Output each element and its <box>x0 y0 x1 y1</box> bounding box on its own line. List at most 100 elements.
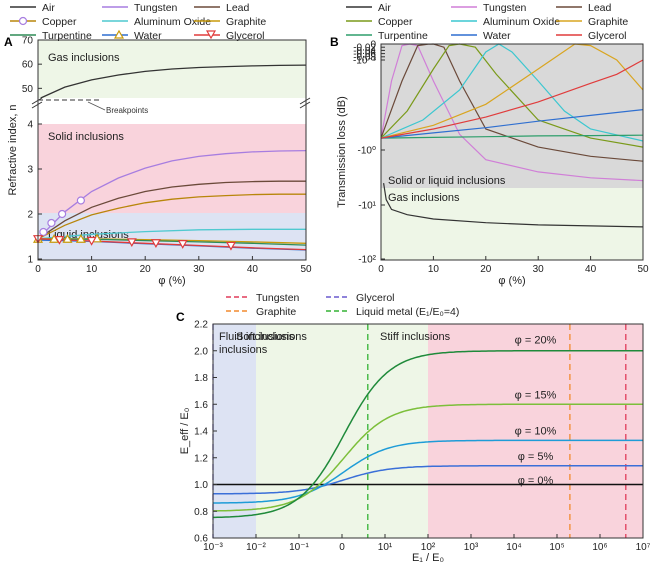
series-b-graphite <box>380 43 644 139</box>
panel-b: B Solid or liquid inclusions Gas inclusi… <box>330 2 649 287</box>
panel-c-legend: Tungsten Graphite Glycerol Liquid metal (E₁… <box>226 292 459 318</box>
x-tick-label-c: 10⁵ <box>549 542 564 553</box>
legend-label-glycerol: Glycerol <box>226 30 265 42</box>
y-tick-label-c: 1.8 <box>194 373 208 384</box>
x-tick-label-c: 10⁻³ <box>203 542 223 553</box>
legend-label-copper: Copper <box>378 16 413 28</box>
y-tick-label-b: -0.06 <box>353 49 376 60</box>
y-tick-label-b: -10⁻³ <box>353 56 377 67</box>
x-tick-label-a: 30 <box>193 264 205 275</box>
legend-marker-tungsten <box>18 16 28 26</box>
region-soft-label: Soft inclusions <box>236 331 307 343</box>
x-tick-label-b: 40 <box>585 264 597 275</box>
legend-label-turpentine: Turpentine <box>42 30 92 42</box>
y-tick-label-c: 2.0 <box>194 346 208 357</box>
panel-a-legend: Air Tungsten Lead Copper Aluminum Oxide Graph… <box>10 2 266 42</box>
y-tick-label-a: 3 <box>27 165 33 176</box>
y-tick-label-c: 1.0 <box>194 480 208 491</box>
series-copper <box>37 193 306 240</box>
panel-c: C inclusions Fluid inclusions Soft inclu… <box>176 292 651 564</box>
series-b-lead <box>380 43 644 162</box>
y-tick-label-b: -0.02 <box>353 43 376 54</box>
region-fluid-word: Fluid inclusions <box>219 331 295 343</box>
x-tick-label-c: 10⁴ <box>506 542 521 553</box>
curve-label-20: φ = 20% <box>515 335 557 347</box>
x-tick-label-b: 50 <box>637 264 649 275</box>
curve-20 <box>213 350 643 519</box>
x-tick-label-a: 10 <box>86 264 98 275</box>
panel-b-xlabel: φ (%) <box>498 275 525 287</box>
curve-label-0: φ = 0% <box>518 475 554 487</box>
panel-b-letter: B <box>330 35 339 49</box>
panel-a-series <box>32 64 307 251</box>
x-tick-label-c: 10² <box>421 542 436 553</box>
panel-c-ylabel: E_eff / E₀ <box>179 408 191 455</box>
curve-5 <box>213 465 643 495</box>
region-soft <box>256 324 428 538</box>
x-tick-label-c: 10⁻² <box>246 542 266 553</box>
legend-label-lead: Lead <box>226 2 250 14</box>
y-tick-label-c: 1.2 <box>194 453 208 464</box>
panel-a-frame <box>37 39 307 261</box>
legend-label-tungsten: Tungsten <box>134 2 178 14</box>
region-fluid-label: Fluid inclusions <box>219 331 295 343</box>
panel-a-xlabel: φ (%) <box>158 275 185 287</box>
y-tick-label-b: -0.04 <box>353 46 376 57</box>
panel-b-legend: Air Tungsten Lead Copper Aluminum Oxide Graph… <box>346 2 628 42</box>
y-tick-label-b: -10² <box>358 255 376 266</box>
legend-marker-glycerol <box>205 30 217 40</box>
series-lead <box>37 180 306 240</box>
region-solid-liquid-label: Solid or liquid inclusions <box>388 175 506 187</box>
region-liquid-a <box>38 213 306 260</box>
panel-b-axes: 0 10 20 30 40 500-0.02-0.04-0.06-0.08-10⁻³-10… <box>353 40 649 276</box>
y-tick-label-c: 0.6 <box>194 534 208 545</box>
x-tick-label-c: 10⁷ <box>636 542 651 553</box>
legend-label-glycerol: Glycerol <box>588 30 627 42</box>
y-tick-label-a-upper: 50 <box>22 84 34 95</box>
series-b-glycerol <box>380 59 644 139</box>
panel-a: A Gas inclusions Solid inclusions Liquid… <box>4 2 312 287</box>
y-tick-label-b: -10¹ <box>358 201 376 212</box>
marker-glycerol <box>177 240 188 249</box>
panel-c-series: φ = 0% φ = 5% φ = 10% φ = 15% φ = 20% <box>212 324 643 538</box>
x-tick-label-a: 20 <box>140 264 152 275</box>
legend-label-graphite: Graphite <box>588 16 628 28</box>
series-b-turpentine <box>380 134 644 139</box>
y-tick-label-b: -10⁰ <box>358 146 376 157</box>
marker-glycerol <box>126 238 137 248</box>
region-fluid-label-2: inclusions <box>219 344 268 356</box>
legend-c-label-tungsten: Tungsten <box>256 292 300 304</box>
legend-label-water: Water <box>134 30 162 42</box>
marker-tungsten <box>39 227 48 237</box>
marker-tungsten <box>76 196 85 205</box>
panel-a-letter: A <box>4 35 13 49</box>
marker-tungsten <box>58 209 67 219</box>
breakpoints-label: Breakpoints <box>106 106 148 115</box>
marker-glycerol <box>225 241 236 251</box>
curve-10 <box>213 439 643 504</box>
legend-label-turpentine: Turpentine <box>378 30 428 42</box>
legend-label-copper: Copper <box>42 16 77 28</box>
region-gas-label: Gas inclusions <box>48 52 120 64</box>
legend-label-air: Air <box>42 2 55 14</box>
panel-a-axes: 0 10 20 30 40 50 1 2 3 4 50 60 70 <box>22 36 312 276</box>
series-b-water <box>380 109 644 139</box>
y-tick-label-b: -0.08 <box>353 52 376 63</box>
series-b-air <box>383 183 644 228</box>
panel-c-letter: C <box>176 310 185 324</box>
x-tick-label-c: 0 <box>339 542 345 553</box>
legend-label-tungsten: Tungsten <box>483 2 527 14</box>
marker-tungsten <box>47 218 56 228</box>
series-b-copper <box>380 43 644 148</box>
region-stiff <box>428 324 643 538</box>
marker-graphite <box>62 234 73 243</box>
legend-label-graphite: Graphite <box>226 16 266 28</box>
y-tick-label-c: 1.4 <box>194 427 208 438</box>
x-tick-label-c: 10⁻¹ <box>289 542 309 553</box>
legend-c-label-graphite: Graphite <box>256 306 296 318</box>
legend-label-water: Water <box>483 30 511 42</box>
legend-label-aluminum-oxide: Aluminum Oxide <box>134 16 211 28</box>
panel-b-frame <box>380 43 644 261</box>
x-tick-label-a: 0 <box>35 264 41 275</box>
series-aluminum-oxide <box>37 228 306 240</box>
